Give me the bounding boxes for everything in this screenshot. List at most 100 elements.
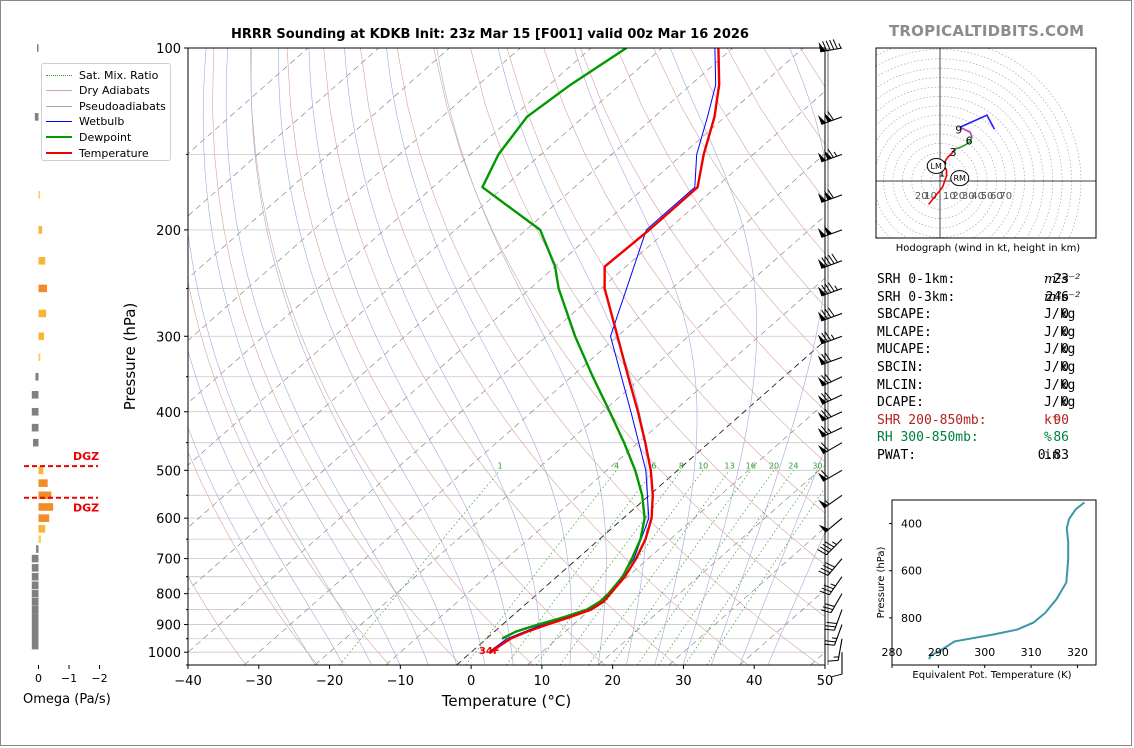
hodograph-height-label: 3 [950, 146, 957, 159]
wind-barb [817, 425, 843, 438]
hodograph-ring-label: 30 [962, 191, 975, 202]
wind-barb [827, 638, 843, 662]
wind-barb [817, 111, 843, 125]
moist-adiabat [574, 48, 698, 665]
mixing-ratio-label: 8 [679, 461, 684, 470]
omega-panel: DGZ DGZ 0 −1 −2 Omega (Pa/s) [23, 44, 111, 707]
skew-t-plot-frame [187, 47, 826, 666]
dewpoint-line [481, 48, 646, 640]
omega-bar [38, 479, 48, 487]
omega-bar [33, 438, 39, 447]
parameter-label: RH 300-850mb: [877, 430, 979, 446]
wind-barb [817, 373, 843, 387]
parameter-unit: J/kg [1044, 342, 1076, 358]
omega-bar [31, 564, 39, 572]
isotherm [385, 277, 825, 665]
mixing-ratio-line [535, 470, 682, 665]
hodograph-height-label: 1 [938, 167, 945, 180]
y-tick-label: 200 [156, 224, 181, 239]
wind-barb [817, 391, 843, 405]
omega-bar [31, 407, 39, 416]
omega-bar [38, 491, 52, 500]
legend-label: Pseudoadiabats [79, 99, 166, 113]
wind-barb [817, 253, 843, 269]
hodograph-ring-label: 40 [971, 191, 984, 202]
parameter-row: SBCAPE: 0 J/kg [877, 307, 1107, 325]
hodograph-ring-label: 20 [915, 191, 928, 202]
parameter-value: 23 [1053, 272, 1069, 287]
mixing-ratio-line [465, 470, 617, 665]
hodograph-panel: 20101020304050607012369LMRMHodograph (wi… [875, 47, 1097, 254]
wind-barb [817, 408, 843, 422]
mixing-ratio-line [706, 487, 825, 665]
parameter-value: 0.83 [1037, 447, 1069, 463]
hodograph-ring-label: 60 [990, 191, 1003, 202]
legend-swatch [46, 152, 72, 154]
dry-adiabat [580, 48, 825, 411]
moist-adiabat [767, 531, 825, 665]
storm-motion-marker [926, 157, 946, 174]
mixing-ratio-line [506, 470, 655, 665]
omega-bar [31, 634, 39, 643]
mixing-ratio-label: 13 [724, 461, 734, 470]
wind-barb [819, 576, 843, 596]
moist-adiabat [188, 230, 372, 665]
omega-bar [31, 581, 39, 590]
dry-adiabat [470, 48, 825, 566]
legend: Sat. Mix. Ratio Dry Adiabats Pseudoadiabat… [41, 63, 171, 161]
parameter-unit: J/kg [1044, 395, 1076, 411]
storm-motion-label: RM [954, 174, 967, 183]
mixing-ratio-label: 36 [832, 461, 842, 470]
parameter-value: 0 [1061, 342, 1069, 358]
mixing-ratio-line [588, 470, 730, 665]
omega-bar [31, 391, 39, 399]
omega-bar [36, 545, 39, 553]
omega-bar [31, 605, 39, 614]
hodograph-segment [959, 126, 973, 138]
dry-adiabat [360, 48, 749, 665]
omega-x-tick-label: −2 [91, 672, 107, 685]
omega-x-label: Omega (Pa/s) [23, 692, 111, 707]
dry-adiabat [250, 48, 534, 665]
wind-barb [824, 624, 843, 646]
y-tick-label: 1000 [148, 646, 181, 661]
zero-isotherm [456, 339, 825, 665]
parameter-value: 90 [1053, 412, 1069, 428]
mixing-ratio-line [611, 470, 751, 665]
parameter-label: SRH 0-1km: [877, 272, 956, 287]
moist-adiabat [188, 349, 344, 665]
legend-entry: Temperature [46, 146, 149, 160]
moist-adiabat [669, 48, 758, 665]
parameter-row: MLCIN: 0 J/kg [877, 378, 1107, 396]
chart-title: HRRR Sounding at KDKB Init: 23z Mar 15 [… [231, 27, 749, 42]
parameter-row: MLCAPE: 0 J/kg [877, 325, 1107, 343]
parameter-value: 0 [1061, 377, 1069, 393]
skew-t-profile-lines: 34F [479, 48, 721, 657]
wind-barb [818, 494, 843, 509]
parameter-label: MLCIN: [877, 377, 924, 393]
legend-label: Dry Adiabats [79, 84, 150, 98]
parameter-unit: J/kg [1044, 307, 1076, 323]
theta-e-x-tick-label: 300 [974, 646, 995, 659]
omega-bar [31, 554, 39, 563]
y-tick-label: 800 [156, 588, 181, 603]
omega-bar [31, 641, 39, 650]
legend-label: Sat. Mix. Ratio [79, 68, 159, 82]
hodograph-height-label: 9 [955, 123, 962, 136]
omega-bar [38, 332, 44, 341]
mixing-ratio-label: 24 [788, 461, 798, 470]
x-tick-label: −30 [245, 674, 272, 689]
omega-bar [38, 535, 41, 543]
omega-bar [31, 589, 39, 598]
isotherm [188, 90, 825, 653]
wind-barb [817, 352, 843, 366]
wind-barb [824, 609, 843, 631]
moist-adiabat [250, 48, 457, 665]
dgz-label: DGZ [73, 450, 99, 463]
omega-x-tick-label: −1 [61, 672, 77, 685]
wind-barb [817, 225, 843, 238]
parameter-value: 0 [1061, 395, 1069, 411]
